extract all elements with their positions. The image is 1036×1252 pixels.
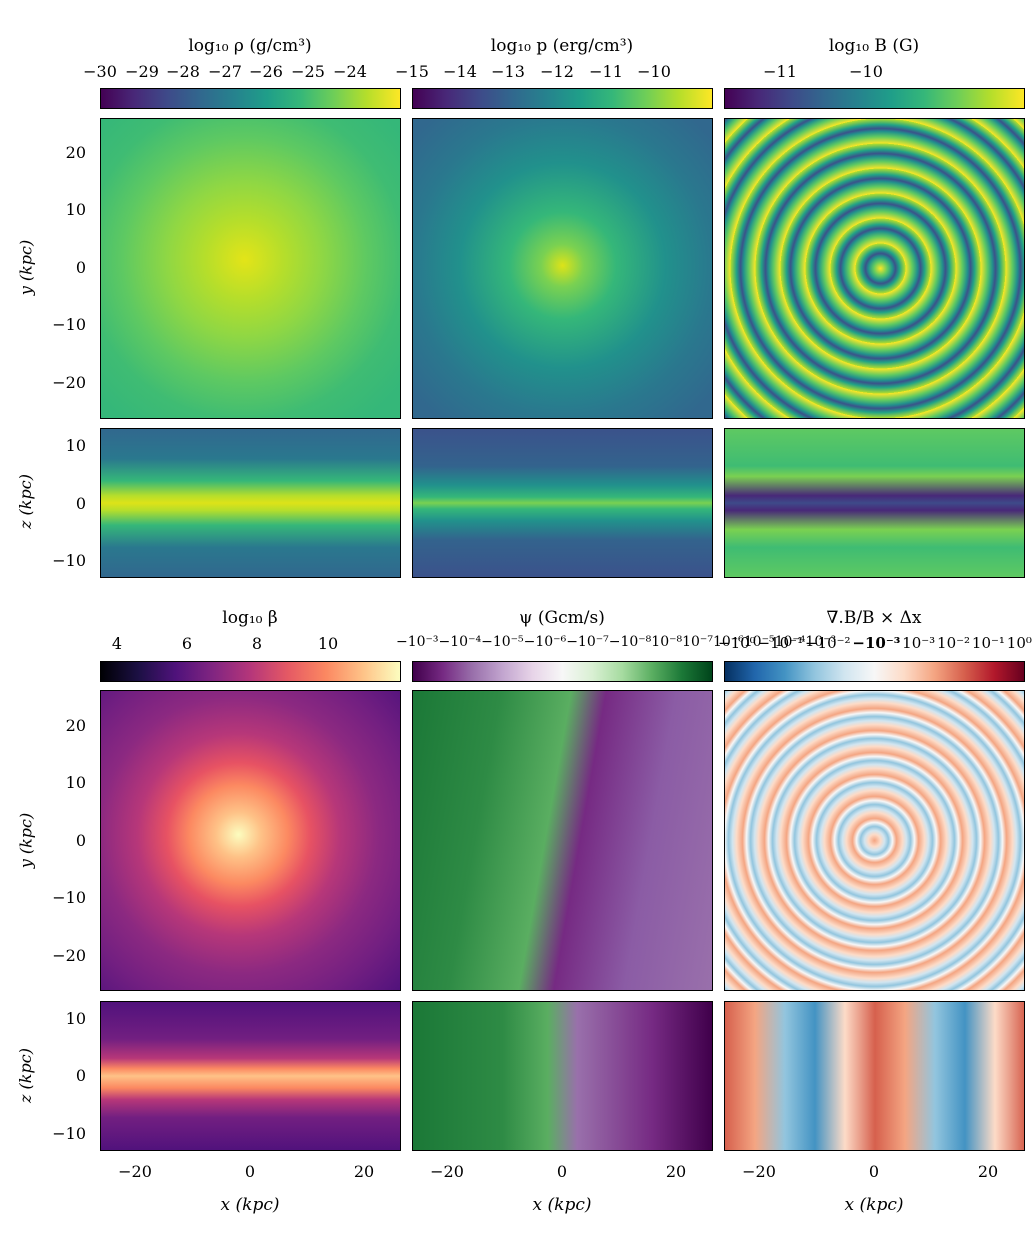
density-face-on-panel — [100, 118, 401, 419]
z-axis-label-bottom: z (kpc) — [15, 1048, 35, 1103]
x-tick: 0 — [868, 1162, 880, 1181]
cb-tick: −24 — [333, 62, 367, 81]
y-tick: −20 — [52, 946, 86, 965]
z-axis-label-top: z (kpc) — [15, 474, 35, 529]
cb-tick: −10 — [637, 62, 671, 81]
cb-tick: −28 — [166, 62, 200, 81]
x-axis-label-col3: x (kpc) — [844, 1195, 904, 1215]
cb-tick: 6 — [181, 634, 193, 653]
cb-tick: 10⁻¹ — [971, 634, 1005, 652]
cb-tick: 4 — [111, 634, 123, 653]
cb-tick: −10⁻² — [804, 634, 851, 652]
cb-tick: 10 — [317, 634, 339, 653]
colorbar-ticks-psi: −10⁻³ −10⁻⁴ −10⁻⁵ −10⁻⁶ −10⁻⁷ −10⁻⁸ 10⁻⁸… — [396, 634, 836, 650]
cb-tick: −10⁻⁷ — [566, 634, 609, 650]
colorbar-bfield — [724, 88, 1025, 109]
colorbar-title-density: log₁₀ ρ (g/cm³) — [188, 36, 312, 56]
cb-tick: −27 — [208, 62, 242, 81]
cb-tick: −25 — [291, 62, 325, 81]
psi-face-on-panel — [412, 690, 713, 991]
cb-tick: −12 — [540, 62, 574, 81]
colorbar-psi — [412, 661, 713, 682]
y-tick: −10 — [52, 551, 86, 570]
colorbar-title-psi: ψ (Gcm/s) — [519, 608, 605, 628]
pressure-edge-on-panel — [412, 428, 713, 578]
x-tick: −20 — [118, 1162, 152, 1181]
cb-tick: −29 — [125, 62, 159, 81]
cb-tick: −15 — [395, 62, 429, 81]
cb-tick: −13 — [491, 62, 525, 81]
x-tick: 20 — [977, 1162, 999, 1181]
y-tick: 10 — [65, 436, 86, 455]
y-axis-label-top: y (kpc) — [16, 239, 36, 296]
beta-edge-on-panel — [100, 1001, 401, 1151]
cb-tick: −26 — [249, 62, 283, 81]
cb-tick: −11 — [589, 62, 623, 81]
cb-tick: −10⁻³ — [396, 634, 439, 650]
colorbar-title-beta: log₁₀ β — [222, 608, 278, 628]
x-tick: 20 — [353, 1162, 375, 1181]
cb-tick: 10⁰ — [1006, 634, 1032, 652]
cb-tick: −10⁰ — [718, 634, 756, 652]
psi-edge-on-panel — [412, 1001, 713, 1151]
bfield-edge-on-panel — [724, 428, 1025, 578]
cb-tick: 8 — [251, 634, 263, 653]
y-tick: 10 — [65, 1009, 86, 1028]
cb-tick: −11 — [763, 62, 797, 81]
bfield-face-on-panel — [724, 118, 1025, 419]
x-axis-label-col2: x (kpc) — [532, 1195, 592, 1215]
cb-tick: −10⁻⁵ — [481, 634, 524, 650]
colorbar-title-divb: ∇.B/B × Δx — [826, 608, 922, 628]
y-tick: 0 — [75, 1066, 86, 1085]
cb-tick: 10⁻² — [937, 634, 971, 652]
density-edge-on-panel — [100, 428, 401, 578]
cb-tick: −10⁻⁸ — [608, 634, 652, 650]
beta-face-on-panel — [100, 690, 401, 991]
y-tick: 0 — [75, 494, 86, 513]
cb-tick: −14 — [443, 62, 477, 81]
y-tick: −10 — [52, 1124, 86, 1143]
y-tick: 0 — [75, 831, 86, 850]
y-tick: −20 — [52, 373, 86, 392]
x-tick: 0 — [244, 1162, 256, 1181]
x-tick: −20 — [430, 1162, 464, 1181]
cb-tick: 10⁻⁵ — [743, 634, 775, 650]
y-tick: 0 — [75, 258, 86, 277]
y-tick: 10 — [65, 773, 86, 792]
colorbar-pressure — [412, 88, 713, 109]
pressure-face-on-panel — [412, 118, 713, 419]
cb-tick: −10 — [849, 62, 883, 81]
cb-tick: 10⁻³ — [805, 634, 837, 650]
cb-tick: −30 — [83, 62, 117, 81]
x-tick: 20 — [665, 1162, 687, 1181]
cb-tick: 10⁻⁷ — [682, 634, 713, 650]
x-tick: −20 — [742, 1162, 776, 1181]
x-tick: 0 — [556, 1162, 568, 1181]
y-axis-label-bottom: y (kpc) — [16, 812, 36, 869]
colorbar-density — [100, 88, 401, 109]
cb-tick: 10⁻⁴ — [774, 634, 806, 650]
y-tick: 20 — [65, 716, 86, 735]
y-tick: −10 — [52, 315, 86, 334]
cb-tick: −10⁻¹ — [757, 634, 804, 652]
cb-tick: 10⁻⁸ — [651, 634, 683, 650]
colorbar-divb — [724, 661, 1025, 682]
cb-tick: 10⁻³ — [902, 634, 936, 652]
colorbar-title-pressure: log₁₀ p (erg/cm³) — [490, 36, 634, 56]
cb-tick: −10⁻⁶ — [523, 634, 567, 650]
y-tick: 10 — [65, 200, 86, 219]
cb-tick: −10⁻³ — [852, 634, 901, 652]
divb-edge-on-panel — [724, 1001, 1025, 1151]
y-tick: 20 — [65, 143, 86, 162]
divb-face-on-panel — [724, 690, 1025, 991]
cb-tick: −10⁻⁴ — [438, 634, 482, 650]
cb-tick: 10⁻⁶ — [712, 634, 744, 650]
colorbar-title-bfield: log₁₀ B (G) — [828, 36, 920, 56]
colorbar-beta — [100, 661, 401, 682]
x-axis-label-col1: x (kpc) — [220, 1195, 280, 1215]
colorbar-ticks-divb: −10⁰ −10⁻¹ −10⁻² −10⁻³ 10⁻³ 10⁻² 10⁻¹ 10… — [718, 634, 1032, 652]
y-tick: −10 — [52, 888, 86, 907]
